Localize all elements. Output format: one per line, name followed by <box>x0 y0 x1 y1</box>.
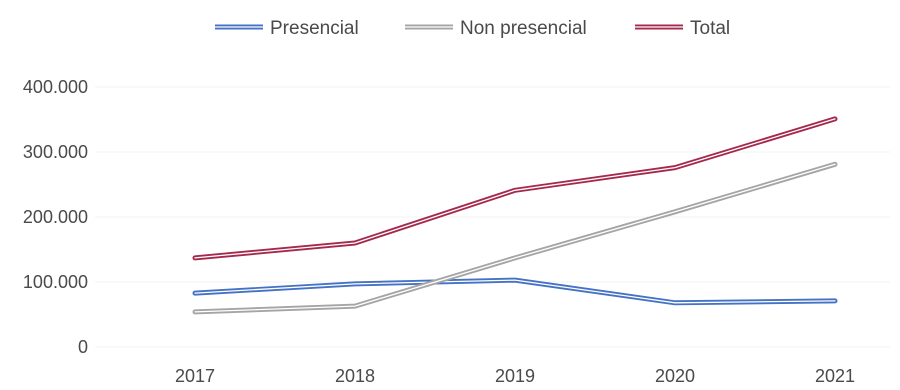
series-line <box>195 119 835 258</box>
x-tick-label: 2017 <box>175 366 215 385</box>
series-line <box>195 280 835 303</box>
legend-item: Non presencial <box>405 18 587 39</box>
x-tick-label: 2019 <box>495 366 535 385</box>
x-tick-label: 2020 <box>655 366 695 385</box>
y-tick-label: 100.000 <box>23 272 88 292</box>
series-layer <box>195 119 835 312</box>
series-line-highlight <box>195 280 835 303</box>
x-tick-label: 2018 <box>335 366 375 385</box>
y-tick-label: 200.000 <box>23 207 88 227</box>
y-axis: 0 100.000 200.000 300.000 400.000 <box>23 77 88 357</box>
grid-layer <box>95 87 890 347</box>
legend: Presencial Non presencial Total <box>215 18 730 39</box>
legend-label: Non presencial <box>460 18 587 39</box>
x-tick-label: 2021 <box>815 366 855 385</box>
y-tick-label: 300.000 <box>23 142 88 162</box>
legend-label: Presencial <box>270 18 359 39</box>
legend-label: Total <box>690 18 730 39</box>
series-total <box>195 119 835 258</box>
series-presencial <box>195 280 835 303</box>
legend-item: Total <box>635 18 730 39</box>
x-axis: 2017 2018 2019 2020 2021 <box>175 366 855 385</box>
y-tick-label: 400.000 <box>23 77 88 97</box>
y-tick-label: 0 <box>78 337 88 357</box>
legend-item: Presencial <box>215 18 359 39</box>
